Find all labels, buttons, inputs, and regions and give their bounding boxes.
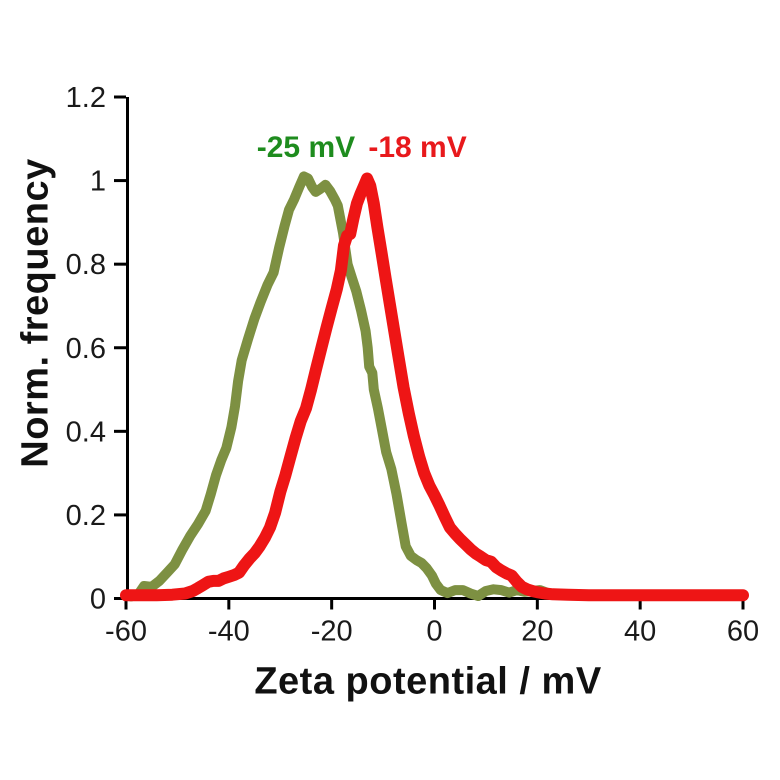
y-axis-tick-label: 0.4: [66, 416, 106, 448]
y-axis-tick-label: 1.2: [66, 82, 106, 114]
x-axis-tick-label: 40: [624, 616, 656, 648]
x-axis-tick-label: 20: [521, 616, 553, 648]
annotation-green-peak-label: -25 mV: [256, 130, 356, 164]
x-axis-tick-label: -60: [105, 616, 147, 648]
annotation-red-peak-label: -18 mV: [368, 130, 467, 164]
x-axis-title: Zeta potential / mV: [254, 660, 602, 703]
axis-spine: [126, 97, 747, 600]
y-axis-tick-label: 0.8: [66, 249, 106, 281]
y-axis-tick-label: 0.2: [66, 500, 106, 532]
y-axis-title: Norm. frequency: [14, 158, 57, 468]
y-axis-tick-label: 0.6: [66, 333, 106, 365]
x-axis-tick-label: -20: [311, 616, 353, 648]
red-distribution-curve: [120, 172, 749, 602]
green-distribution-curve: [126, 171, 552, 602]
y-axis-tick-label: 1: [90, 166, 106, 198]
x-axis-tick-label: 60: [727, 616, 759, 648]
y-axis-tick-label: 0: [90, 584, 106, 616]
x-axis-tick-label: 0: [426, 616, 442, 648]
x-axis-tick-label: -40: [208, 616, 250, 648]
